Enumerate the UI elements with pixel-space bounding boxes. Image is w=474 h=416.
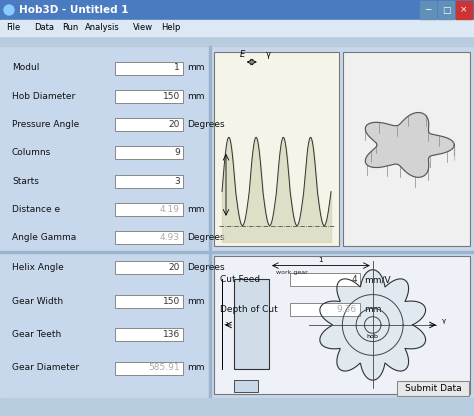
Text: Cut Feed: Cut Feed bbox=[220, 275, 260, 285]
Bar bbox=[115, 175, 183, 188]
Text: γ: γ bbox=[442, 318, 446, 324]
Bar bbox=[0, 251, 474, 253]
Bar bbox=[115, 62, 183, 74]
Bar bbox=[290, 273, 360, 287]
Text: mm: mm bbox=[187, 92, 204, 101]
Bar bbox=[0, 0, 474, 20]
Bar bbox=[115, 261, 183, 275]
Text: Gear Diameter: Gear Diameter bbox=[12, 364, 79, 372]
Text: Analysis: Analysis bbox=[85, 23, 120, 32]
Text: 9: 9 bbox=[174, 149, 180, 158]
Bar bbox=[343, 52, 470, 246]
Text: E: E bbox=[240, 50, 245, 59]
Text: Starts: Starts bbox=[12, 177, 39, 186]
Bar bbox=[397, 381, 469, 396]
Bar bbox=[0, 398, 474, 416]
Text: 1: 1 bbox=[319, 257, 323, 262]
Bar bbox=[115, 231, 183, 245]
Text: Gear Width: Gear Width bbox=[12, 297, 63, 306]
Text: mm: mm bbox=[187, 297, 204, 306]
Text: 4: 4 bbox=[351, 275, 357, 285]
Text: hob: hob bbox=[367, 334, 379, 339]
Text: 4.93: 4.93 bbox=[160, 233, 180, 243]
Bar bbox=[214, 52, 339, 246]
Text: Modul: Modul bbox=[12, 64, 39, 72]
Text: ─: ─ bbox=[425, 5, 431, 15]
Bar bbox=[0, 20, 474, 36]
Bar bbox=[115, 90, 183, 103]
Text: Columns: Columns bbox=[12, 149, 51, 158]
Text: 20: 20 bbox=[169, 120, 180, 129]
Text: 150: 150 bbox=[163, 92, 180, 101]
Text: Angle Gamma: Angle Gamma bbox=[12, 233, 76, 243]
Text: mm: mm bbox=[187, 205, 204, 214]
Text: Pressure Angle: Pressure Angle bbox=[12, 120, 79, 129]
Text: □: □ bbox=[442, 5, 450, 15]
Text: work gear: work gear bbox=[276, 270, 308, 275]
Circle shape bbox=[4, 5, 14, 15]
Text: mm: mm bbox=[187, 364, 204, 372]
Text: Data: Data bbox=[34, 23, 54, 32]
Polygon shape bbox=[365, 112, 454, 177]
Text: γ: γ bbox=[266, 50, 271, 59]
Bar bbox=[438, 1, 454, 19]
Bar bbox=[115, 362, 183, 374]
Text: 4.19: 4.19 bbox=[160, 205, 180, 214]
Text: mm: mm bbox=[364, 305, 382, 314]
Bar bbox=[115, 328, 183, 341]
Bar bbox=[115, 146, 183, 159]
Bar bbox=[234, 280, 269, 369]
Text: Hob3D - Untitled 1: Hob3D - Untitled 1 bbox=[19, 5, 128, 15]
Text: 9.36: 9.36 bbox=[337, 305, 357, 314]
Text: Depth of Cut: Depth of Cut bbox=[220, 305, 278, 314]
Text: ×: × bbox=[460, 5, 468, 15]
Text: Degrees: Degrees bbox=[187, 233, 225, 243]
Text: 1: 1 bbox=[174, 64, 180, 72]
Bar bbox=[209, 46, 211, 398]
Text: Help: Help bbox=[161, 23, 181, 32]
Text: 136: 136 bbox=[163, 330, 180, 339]
Text: 585.91: 585.91 bbox=[148, 364, 180, 372]
Bar bbox=[290, 303, 360, 317]
Bar bbox=[115, 118, 183, 131]
Bar bbox=[0, 36, 474, 46]
Bar bbox=[214, 256, 470, 394]
Text: File: File bbox=[6, 23, 20, 32]
Text: Run: Run bbox=[62, 23, 78, 32]
Text: 3: 3 bbox=[174, 177, 180, 186]
Text: mm/V: mm/V bbox=[364, 275, 391, 285]
Text: -1: -1 bbox=[224, 322, 230, 327]
Text: 20: 20 bbox=[169, 263, 180, 272]
Text: 150: 150 bbox=[163, 297, 180, 306]
Text: View: View bbox=[133, 23, 153, 32]
Bar bbox=[115, 295, 183, 308]
Bar bbox=[234, 380, 258, 392]
Text: Degrees: Degrees bbox=[187, 120, 225, 129]
Text: Distance e: Distance e bbox=[12, 205, 60, 214]
Text: Gear Teeth: Gear Teeth bbox=[12, 330, 61, 339]
Text: Hob Diameter: Hob Diameter bbox=[12, 92, 75, 101]
Text: Submit Data: Submit Data bbox=[405, 384, 461, 393]
Text: Helix Angle: Helix Angle bbox=[12, 263, 64, 272]
Bar bbox=[115, 203, 183, 216]
Polygon shape bbox=[320, 270, 426, 380]
Bar bbox=[420, 1, 436, 19]
Text: mm: mm bbox=[187, 64, 204, 72]
Text: Degrees: Degrees bbox=[187, 263, 225, 272]
Bar bbox=[456, 1, 472, 19]
